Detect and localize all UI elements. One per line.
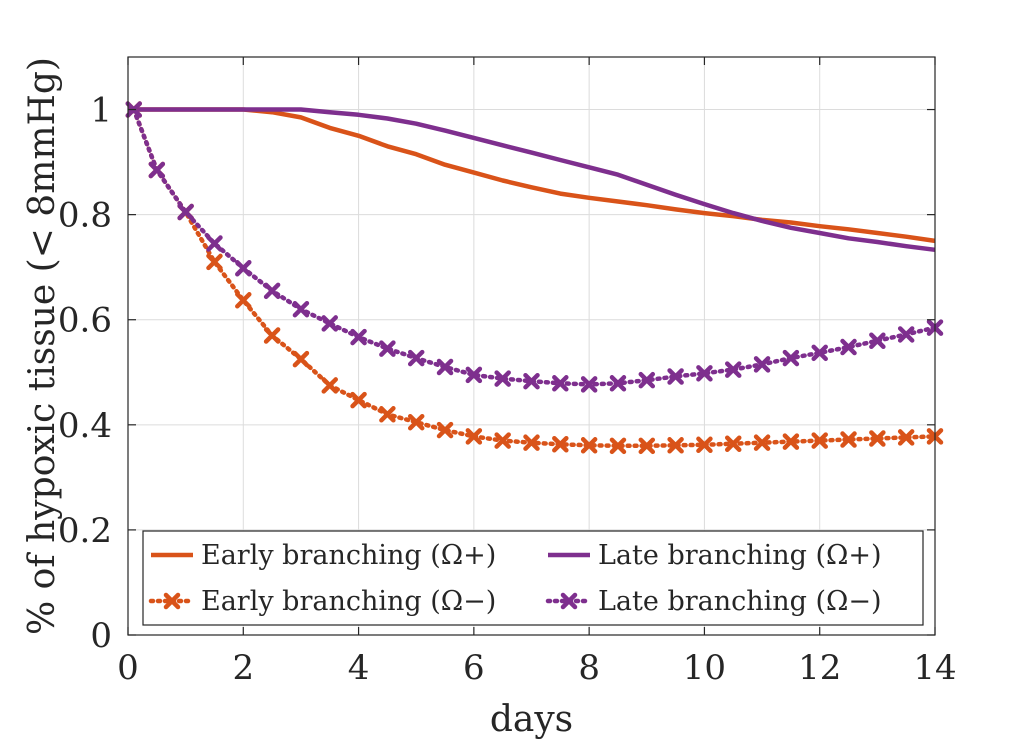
data-point-marker — [292, 300, 310, 318]
axes-box — [127, 56, 936, 636]
data-point-marker — [263, 282, 281, 300]
y-tick-label: 0.4 — [58, 406, 112, 446]
data-point-marker — [552, 436, 569, 453]
ticks — [127, 57, 936, 636]
data-point-marker — [667, 368, 684, 385]
data-point-marker — [235, 292, 252, 309]
x-tick-label: 4 — [348, 648, 370, 688]
data-point-marker — [725, 361, 742, 378]
y-tick-label: 0.2 — [58, 511, 112, 551]
legend-marker — [163, 592, 181, 610]
legend-box — [142, 530, 924, 626]
data-point-marker — [292, 350, 310, 368]
data-point-marker — [407, 349, 425, 367]
data-point-marker — [811, 432, 828, 449]
data-point-marker — [263, 327, 281, 344]
y-tick-label: 0.8 — [58, 196, 112, 236]
x-tick-label: 0 — [117, 648, 139, 688]
data-point-marker — [407, 413, 425, 431]
data-point-marker — [523, 372, 540, 390]
series-1 — [128, 107, 936, 244]
data-point-marker — [897, 429, 915, 446]
data-point-marker — [696, 436, 713, 454]
x-tick-label: 14 — [913, 648, 956, 688]
data-point-marker — [379, 340, 396, 357]
data-point-marker — [465, 366, 483, 384]
y-tick-label: 0 — [90, 616, 112, 656]
data-point-marker — [321, 315, 338, 332]
legend-item: Early branching (Ω−) — [148, 586, 496, 617]
legend-marker — [560, 592, 578, 610]
data-point-marker — [580, 437, 598, 454]
data-point-marker — [638, 437, 656, 455]
legend-item: Late branching (Ω+) — [548, 540, 882, 571]
data-point-marker — [206, 253, 223, 271]
data-point-marker — [696, 365, 713, 382]
series-line — [128, 107, 936, 253]
x-tick-label: 6 — [463, 648, 485, 688]
data-point-marker — [350, 328, 367, 346]
y-tick-label: 0.6 — [58, 301, 112, 341]
legend-label: Late branching (Ω+) — [598, 540, 882, 571]
data-point-marker — [782, 349, 800, 367]
data-point-marker — [235, 259, 252, 277]
data-point-marker — [753, 356, 771, 373]
data-point-marker — [811, 344, 828, 362]
series-2 — [128, 107, 936, 253]
data-point-marker — [782, 433, 800, 450]
data-point-marker — [436, 421, 454, 439]
data-point-marker — [177, 203, 194, 221]
data-point-marker — [609, 375, 627, 392]
data-point-marker — [379, 406, 396, 423]
data-point-marker — [725, 435, 742, 452]
data-point-marker — [638, 371, 656, 389]
data-point-marker — [840, 431, 857, 448]
data-point-marker — [148, 161, 166, 179]
series-layer — [125, 101, 944, 455]
data-point-marker — [840, 338, 857, 356]
legend-item: Late branching (Ω−) — [545, 586, 882, 617]
data-point-marker — [609, 437, 627, 455]
data-point-marker — [753, 434, 771, 451]
legend-label: Late branching (Ω−) — [598, 586, 882, 617]
data-point-marker — [321, 377, 338, 394]
series-line — [128, 107, 936, 244]
data-point-marker — [869, 430, 886, 447]
data-point-marker — [465, 428, 483, 445]
data-point-marker — [552, 375, 569, 392]
data-point-marker — [350, 391, 367, 409]
x-axis-label: days — [490, 699, 573, 740]
data-point-marker — [580, 376, 598, 393]
data-point-marker — [494, 432, 511, 449]
data-point-marker — [436, 358, 454, 376]
data-point-marker — [206, 235, 223, 252]
y-axis-label: % of hypoxic tissue (< 8mmHg) — [22, 57, 63, 635]
x-tick-label: 12 — [798, 648, 841, 688]
x-tick-label: 10 — [683, 648, 726, 688]
legend: Early branching (Ω+) Late branching (Ω+) E… — [142, 530, 924, 626]
legend-label: Early branching (Ω−) — [201, 586, 496, 617]
data-point-marker — [897, 326, 915, 343]
data-point-marker — [869, 332, 886, 349]
y-tick-label: 1 — [90, 91, 112, 131]
legend-item: Early branching (Ω+) — [151, 540, 496, 571]
x-tick-label: 8 — [578, 648, 600, 688]
x-tick-label: 2 — [232, 648, 254, 688]
tick-labels: 0 2 4 6 8 10 12 14 0 0.2 0.4 0.6 0.8 1 — [58, 91, 957, 688]
data-point-marker — [523, 434, 540, 451]
data-point-marker — [494, 370, 511, 387]
data-point-marker — [667, 437, 684, 454]
legend-label: Early branching (Ω+) — [201, 540, 496, 571]
